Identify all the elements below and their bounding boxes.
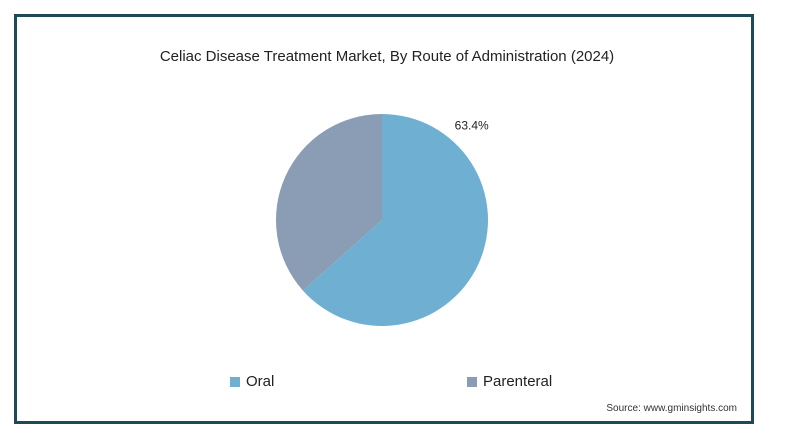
legend-swatch-oral [230, 376, 240, 387]
legend-item-parenteral: Parenteral [467, 373, 552, 390]
pie-slice-oral [302, 114, 488, 326]
pie-slice-parenteral [276, 114, 382, 291]
chart-title: Celiac Disease Treatment Market, By Rout… [159, 48, 615, 65]
legend: Oral Parenteral [17, 373, 757, 393]
source-note: Source: www.gminsights.com [606, 403, 737, 414]
legend-label-parenteral: Parenteral [483, 373, 553, 390]
legend-label-oral: Oral [246, 373, 275, 390]
pie-chart: 63.4% [276, 114, 489, 326]
chart-frame: Celiac Disease Treatment Market, By Rout… [14, 14, 754, 424]
data-label-oral: 63.4% [455, 119, 489, 133]
legend-item-oral: Oral [230, 373, 274, 390]
legend-swatch-parenteral [467, 376, 477, 387]
